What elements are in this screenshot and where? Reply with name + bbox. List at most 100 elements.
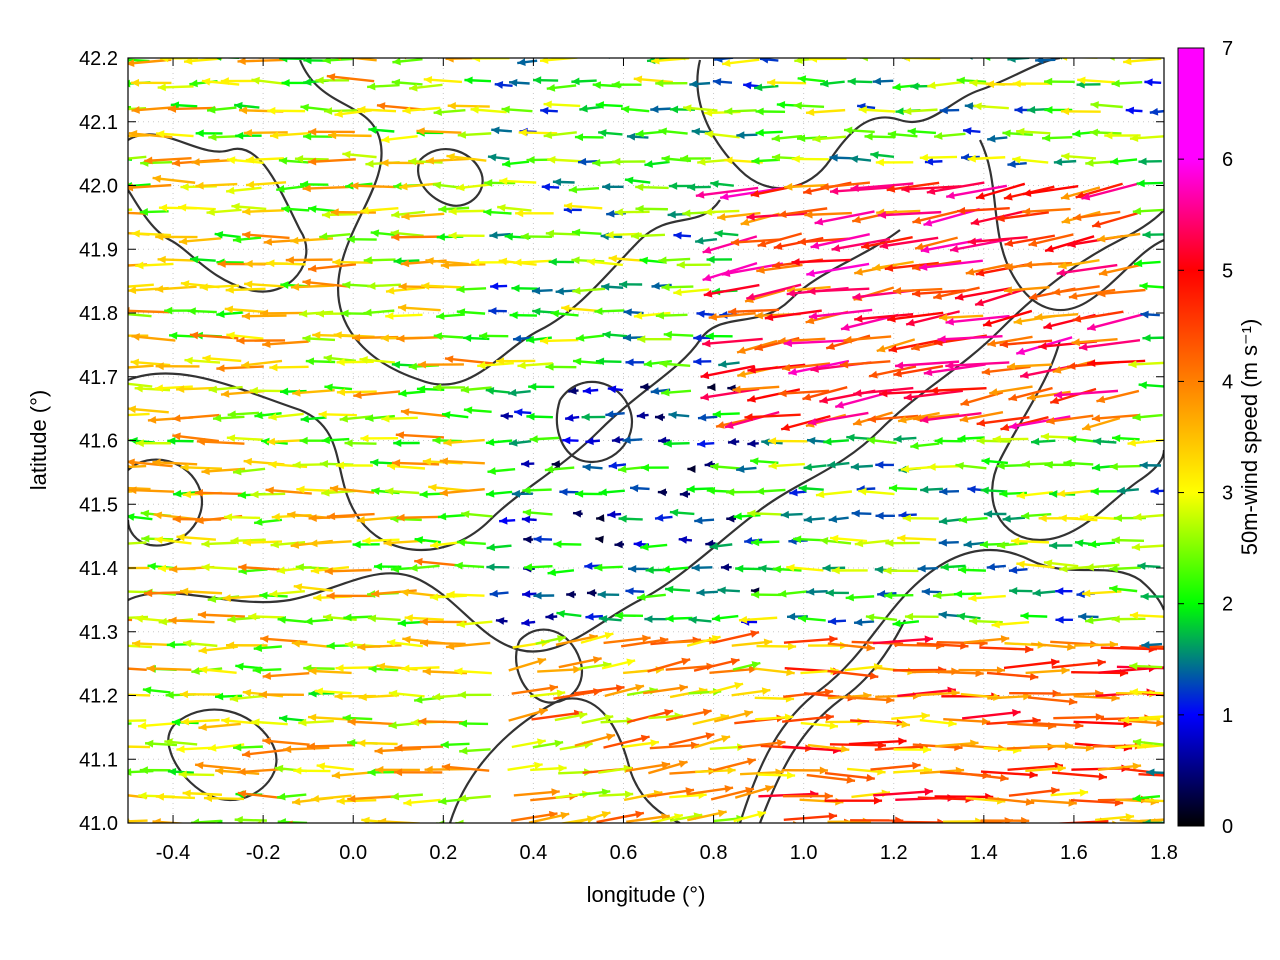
wind-vector-head bbox=[640, 463, 649, 472]
colorbar-tick-label: 1 bbox=[1222, 705, 1233, 727]
wind-vector-head bbox=[1132, 413, 1141, 421]
wind-vector bbox=[782, 715, 834, 723]
wind-vector-head bbox=[118, 380, 126, 388]
wind-vector-head bbox=[870, 151, 879, 159]
wind-vector-head bbox=[306, 742, 316, 751]
wind-vector-head bbox=[721, 735, 731, 743]
wind-vector-head bbox=[495, 617, 505, 625]
wind-vector-head bbox=[102, 263, 110, 271]
wind-vector-head bbox=[876, 344, 886, 353]
x-tick-label: -0.2 bbox=[246, 842, 280, 864]
wind-vector-head bbox=[251, 76, 260, 85]
wind-vector-head bbox=[300, 415, 310, 423]
wind-vector-head bbox=[180, 280, 190, 288]
wind-vector bbox=[531, 711, 583, 721]
wind-vector-head bbox=[793, 535, 802, 544]
wind-vector bbox=[745, 283, 802, 300]
wind-vector-head bbox=[934, 437, 943, 445]
wind-vector-head bbox=[703, 108, 713, 117]
wind-vector-head bbox=[750, 457, 759, 466]
wind-vector-head bbox=[714, 229, 723, 238]
wind-vector bbox=[919, 411, 982, 422]
wind-vector-head bbox=[432, 181, 442, 190]
wind-vector-head bbox=[445, 642, 455, 651]
wind-vector bbox=[89, 410, 125, 413]
wind-vector-head bbox=[557, 635, 566, 643]
wind-vector-head bbox=[245, 155, 255, 164]
wind-vector-head bbox=[277, 615, 287, 624]
wind-vector bbox=[999, 339, 1053, 347]
wind-vector-head bbox=[786, 668, 795, 677]
wind-vector-head bbox=[357, 643, 366, 651]
wind-vector-head bbox=[1061, 216, 1071, 225]
wind-vector-head bbox=[780, 510, 790, 519]
wind-vector-head bbox=[663, 439, 672, 448]
wind-vector bbox=[702, 235, 758, 254]
wind-vector-head bbox=[1169, 664, 1177, 672]
wind-vector-head bbox=[706, 486, 716, 495]
wind-vector-head bbox=[819, 396, 829, 404]
wind-vector-head bbox=[319, 232, 328, 241]
x-tick-label: -0.4 bbox=[156, 842, 190, 864]
wind-vector-head bbox=[1029, 672, 1039, 681]
wind-vector bbox=[747, 363, 806, 372]
wind-vector-head bbox=[921, 712, 930, 720]
wind-vector-head bbox=[757, 810, 766, 819]
wind-vector-head bbox=[336, 58, 341, 61]
wind-vector-head bbox=[363, 308, 372, 317]
wind-vector-head bbox=[305, 357, 315, 366]
wind-vector-head bbox=[182, 490, 192, 499]
wind-vector-head bbox=[607, 385, 617, 394]
wind-vector-head bbox=[959, 414, 969, 423]
wind-vector-head bbox=[968, 594, 977, 602]
wind-vector-head bbox=[828, 812, 838, 821]
wind-vector bbox=[754, 822, 759, 823]
wind-vector-head bbox=[616, 684, 625, 693]
wind-vector-head bbox=[622, 436, 631, 444]
wind-vector-head bbox=[814, 217, 824, 226]
wind-vector-head bbox=[1078, 612, 1087, 621]
wind-vector-head bbox=[1111, 615, 1120, 624]
wind-vector-head bbox=[553, 540, 562, 549]
wind-vector-head bbox=[924, 157, 934, 166]
wind-vector-head bbox=[1129, 134, 1139, 143]
x-tick-label: 0.6 bbox=[610, 842, 638, 864]
wind-vector-head bbox=[939, 487, 948, 496]
wind-vector-head bbox=[532, 307, 541, 316]
wind-vector-head bbox=[443, 438, 452, 447]
wind-vector-head bbox=[703, 289, 713, 298]
wind-vector-head bbox=[477, 361, 486, 370]
wind-vector-head bbox=[241, 750, 251, 758]
wind-vector-head bbox=[397, 303, 407, 312]
wind-vector-head bbox=[875, 460, 884, 469]
wind-vector bbox=[1000, 416, 1049, 431]
wind-vector-head bbox=[362, 536, 371, 545]
wind-vector-head bbox=[606, 209, 615, 218]
wind-vector-head bbox=[1060, 192, 1070, 200]
wind-vector-head bbox=[1056, 824, 1064, 832]
wind-vector-head bbox=[597, 590, 606, 599]
wind-vector-head bbox=[566, 590, 575, 599]
wind-vector-head bbox=[300, 103, 309, 112]
wind-vector-head bbox=[242, 538, 251, 547]
wind-vector-head bbox=[331, 771, 341, 780]
wind-vector-head bbox=[178, 237, 188, 246]
wind-vector-head bbox=[448, 231, 457, 240]
wind-vector-head bbox=[892, 83, 901, 91]
wind-vector-head bbox=[409, 83, 418, 92]
wind-vector bbox=[730, 238, 782, 244]
x-axis: -0.4 -0.2 0.0 0.2 0.4 0.6 0.8 1.0 1.2 1.4 1.6 1.8 bbox=[156, 58, 1178, 864]
wind-vector-head bbox=[1011, 537, 1020, 546]
wind-vector-head bbox=[717, 809, 727, 818]
wind-vector-head bbox=[460, 385, 470, 394]
wind-vector-head bbox=[464, 76, 473, 85]
wind-vector-head bbox=[771, 261, 781, 270]
wind-vector-head bbox=[624, 790, 634, 799]
wind-vector-head bbox=[128, 458, 135, 467]
wind-vector-head bbox=[897, 534, 906, 543]
colorbar bbox=[1177, 47, 1205, 827]
wind-vector-head bbox=[919, 153, 929, 162]
wind-vector-head bbox=[552, 178, 562, 186]
wind-vector-head bbox=[934, 132, 943, 140]
wind-vector-head bbox=[343, 613, 352, 622]
